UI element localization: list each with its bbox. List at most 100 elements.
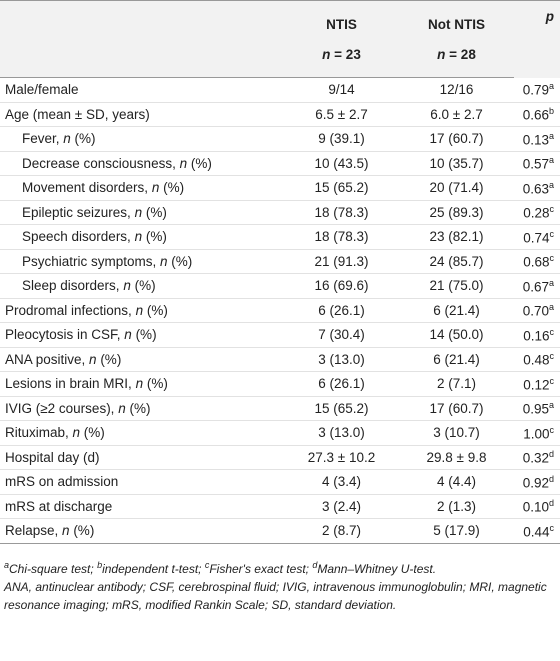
p-note: a (548, 400, 554, 410)
cell: 18 (78.3) (284, 224, 399, 250)
footnotes: aChi-square test; bindependent t-test; c… (0, 544, 560, 614)
text-part: (%) (143, 302, 168, 318)
p-value: 0.12c (514, 371, 560, 397)
p-note: d (548, 498, 554, 508)
p-number: 0.32 (522, 450, 549, 466)
table-row: mRS at discharge 3 (2.4) 2 (1.3) 0.10d (0, 494, 560, 519)
p-note: b (548, 106, 554, 116)
text-part: Movement disorders, (22, 180, 152, 196)
p-value: 0.68c (514, 249, 560, 274)
cell: 29.8 ± 9.8 (399, 445, 514, 470)
italic-part: n (151, 180, 160, 196)
text-part: Epileptic seizures, (22, 204, 135, 220)
cell: 20 (71.4) (399, 175, 514, 201)
table-row: Prodromal infections, n (%) 6 (26.1) 6 (21… (0, 298, 560, 323)
p-note: a (548, 302, 554, 312)
p-note: d (548, 473, 554, 484)
p-value: 0.32d (514, 445, 560, 470)
text-part: (%) (70, 131, 96, 147)
cell: 17 (60.7) (399, 396, 514, 421)
table-row: Lesions in brain MRI, n (%) 6 (26.1) 2 (7.… (0, 371, 560, 397)
text-part: Speech disorders, (22, 229, 135, 245)
text-part: Sleep disorders, (22, 278, 124, 294)
p-note: c (549, 204, 555, 214)
text-part: (%) (187, 155, 212, 171)
p-header: p (545, 9, 554, 24)
text-part: (%) (142, 204, 167, 220)
row-label: Psychiatric symptoms, n (%) (0, 249, 284, 274)
p-number: 0.92 (522, 475, 549, 490)
italic-part: n (134, 229, 143, 245)
cell: 18 (78.3) (284, 200, 399, 225)
cell: 2 (8.7) (284, 518, 399, 544)
row-label: Age (mean ± SD, years) (0, 102, 284, 127)
row-label: Sleep disorders, n (%) (0, 273, 284, 299)
col-name: NTIS (326, 16, 357, 32)
italic-part: n (179, 155, 188, 171)
footnote-mark: c (204, 559, 210, 570)
cell: 6 (26.1) (284, 298, 399, 323)
table-row: ANA positive, n (%) 3 (13.0) 6 (21.4) 0.48c (0, 347, 560, 372)
footnote-text: Mann–Whitney U-test. (317, 561, 437, 576)
p-number: 0.74 (523, 230, 550, 245)
cell: 9/14 (284, 77, 399, 103)
row-label: Prodromal infections, n (%) (0, 298, 284, 323)
italic-part: n (123, 278, 131, 294)
p-note: a (548, 277, 554, 288)
text-part: Decrease consciousness, (22, 155, 180, 171)
text-part: (%) (69, 523, 95, 539)
table-row: Decrease consciousness, n (%) 10 (43.5) 10… (0, 151, 560, 176)
p-number: 0.44 (523, 524, 550, 539)
row-label: Hospital day (d) (0, 445, 284, 470)
p-value: 0.10d (514, 494, 560, 519)
text-part: IVIG (≥2 courses), (5, 400, 119, 416)
p-note: c (549, 351, 555, 361)
italic-part: n (135, 376, 144, 392)
p-number: 0.95 (522, 401, 549, 417)
p-value: 0.70a (514, 298, 560, 323)
text-part: Prodromal infections, (5, 302, 136, 318)
row-label: mRS at discharge (0, 494, 284, 519)
cell: 3 (13.0) (284, 347, 399, 372)
row-label: Speech disorders, n (%) (0, 224, 284, 250)
text-part: = 28 (445, 46, 476, 62)
cell: 3 (10.7) (399, 420, 514, 446)
p-note: c (549, 522, 555, 533)
italic-part: n (118, 400, 126, 416)
cell: 2 (7.1) (399, 371, 514, 397)
text-part: Rituximab, (5, 425, 73, 441)
page: NTIS Not NTIS p n = 23 n = 28 Male/femal… (0, 0, 560, 614)
text-part: (%) (142, 229, 167, 245)
p-value: 0.79a (514, 77, 560, 103)
cell: 12/16 (399, 77, 514, 103)
p-value: 0.95a (514, 396, 560, 421)
cell: 14 (50.0) (399, 322, 514, 348)
cell: 6 (26.1) (284, 371, 399, 397)
footnote-line: aChi-square test; bindependent t-test; c… (4, 556, 556, 578)
p-number: 0.48 (523, 352, 550, 368)
p-number: 0.67 (522, 279, 549, 294)
row-label: IVIG (≥2 courses), n (%) (0, 396, 284, 421)
p-number: 0.66 (522, 107, 549, 123)
cell: 6.5 ± 2.7 (284, 102, 399, 127)
p-number: 0.70 (522, 303, 549, 319)
p-note: c (549, 326, 555, 337)
text-part: (%) (80, 425, 105, 441)
col-n: n = 28 (399, 39, 514, 78)
row-label: Fever, n (%) (0, 126, 284, 152)
cell: 25 (89.3) (399, 200, 514, 225)
table-row: Hospital day (d) 27.3 ± 10.2 29.8 ± 9.8 0.3… (0, 445, 560, 470)
table-row: Sleep disorders, n (%) 16 (69.6) 21 (75.0)… (0, 273, 560, 299)
p-number: 0.68 (523, 254, 550, 270)
italic-part: n (160, 253, 168, 269)
p-value: 0.44c (514, 518, 560, 544)
cell: 2 (1.3) (399, 494, 514, 519)
cell: 3 (13.0) (284, 420, 399, 446)
p-note: a (548, 81, 554, 92)
p-value: 0.67a (514, 273, 560, 299)
footnote-mark: d (312, 559, 318, 570)
header-row: n = 23 n = 28 (0, 39, 560, 78)
p-value: 0.28c (514, 200, 560, 225)
table-row: Speech disorders, n (%) 18 (78.3) 23 (82.1… (0, 224, 560, 250)
italic-part: n (124, 327, 132, 343)
